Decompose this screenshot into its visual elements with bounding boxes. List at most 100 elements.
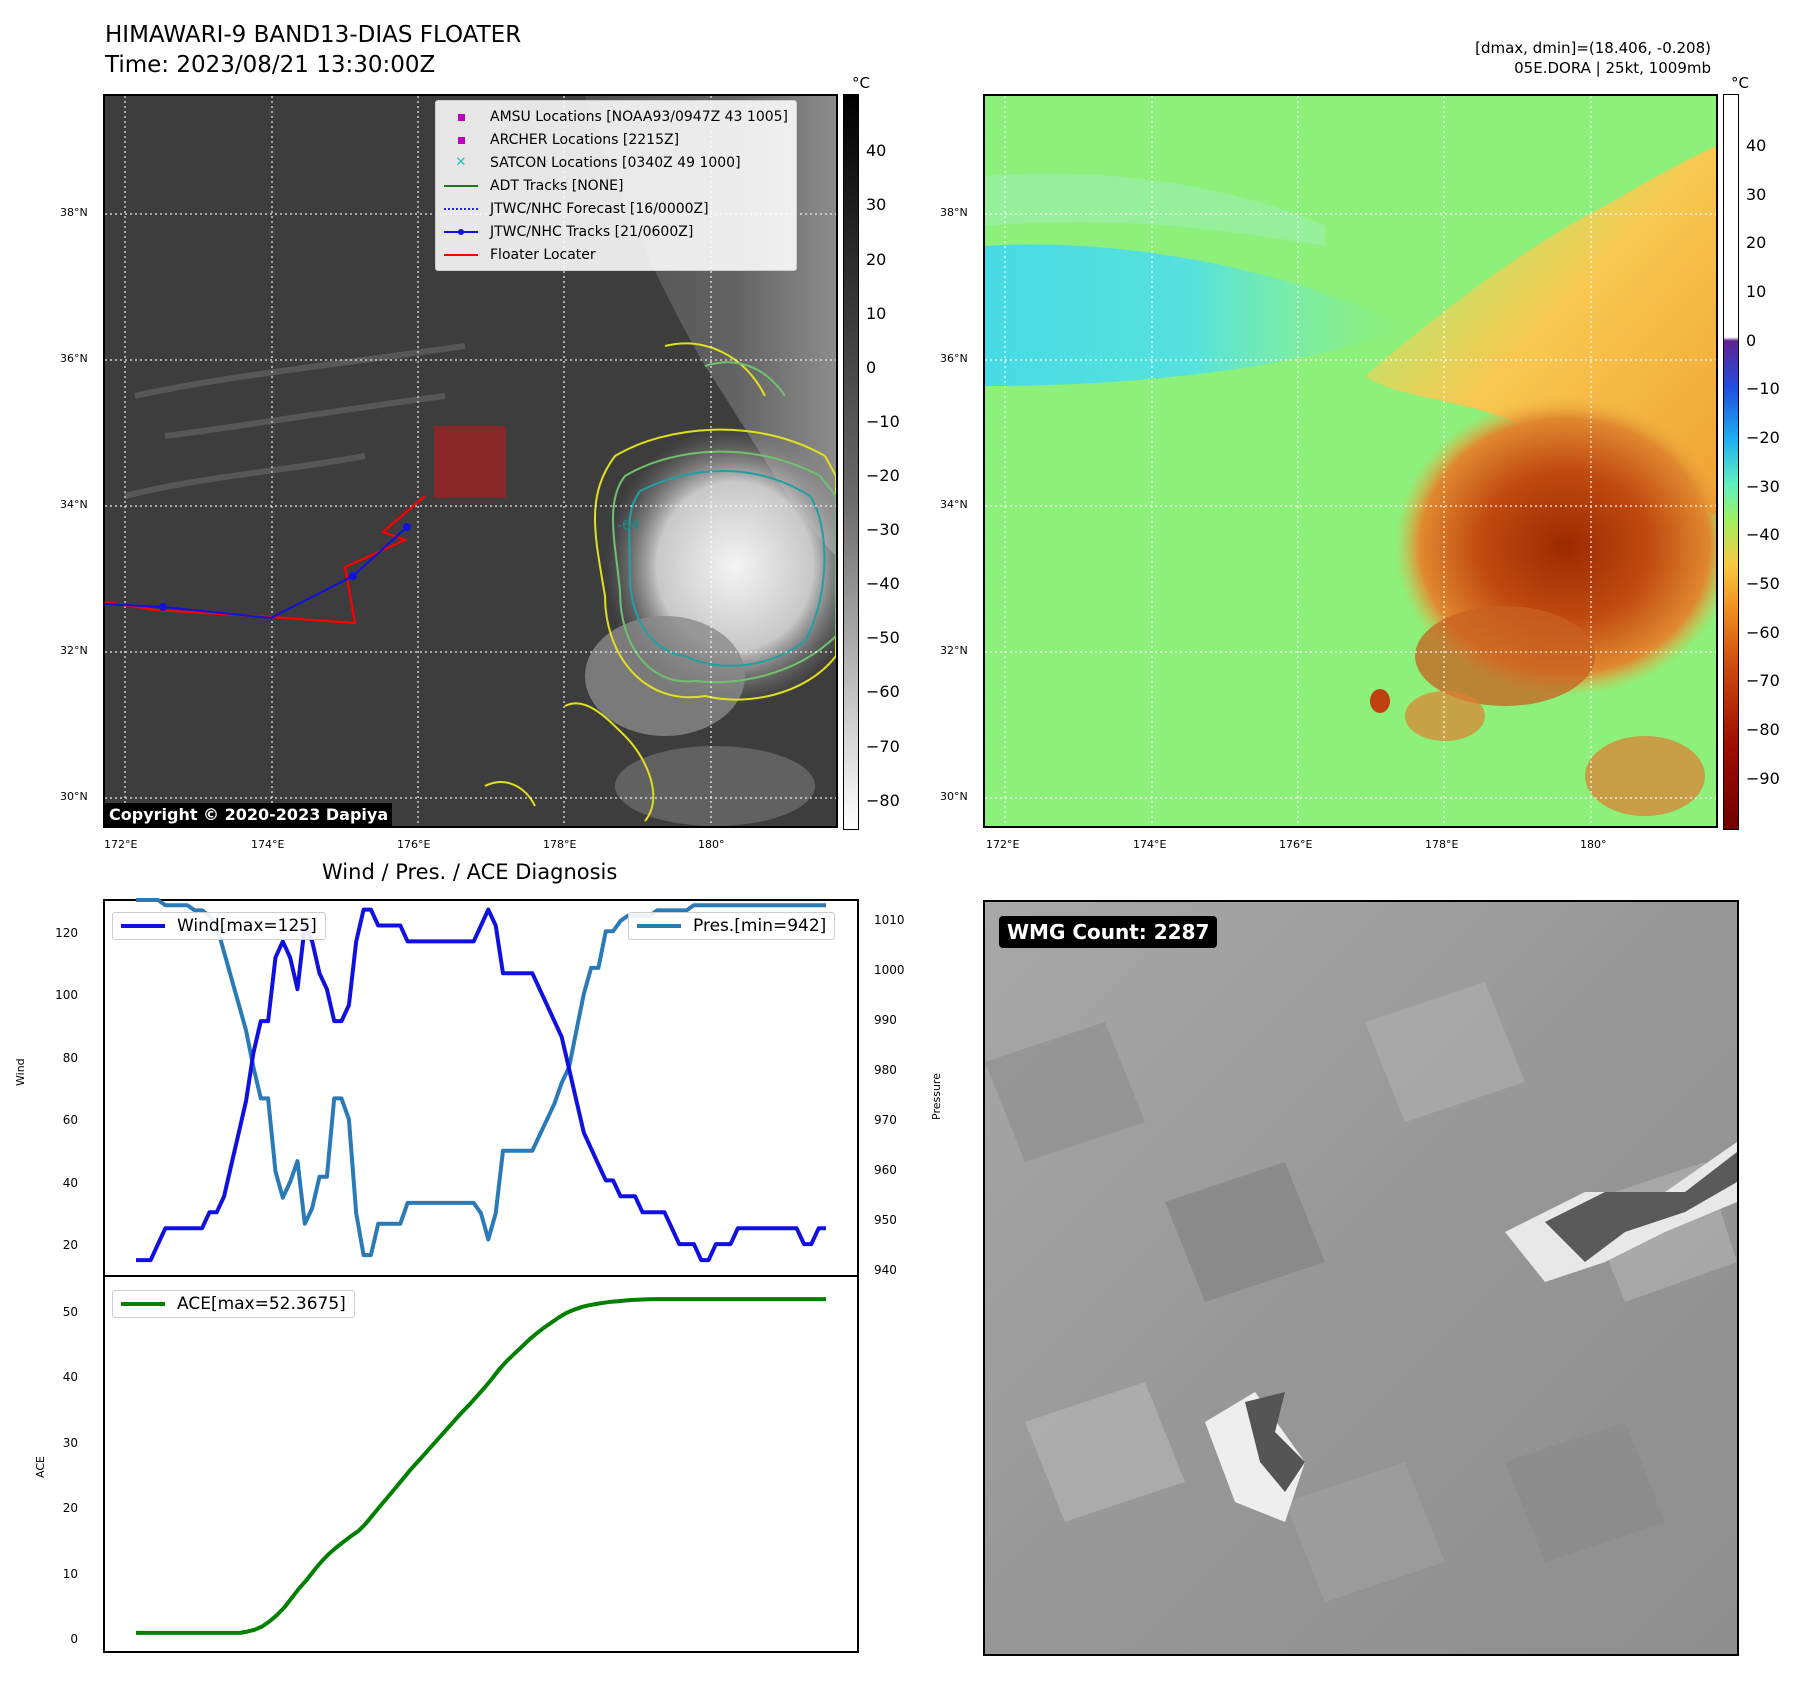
pressure-tick: 940 xyxy=(874,1263,897,1277)
wind-series-line xyxy=(136,907,826,1263)
wind-legend: Wind[max=125] xyxy=(112,912,326,940)
colorbar-tick: −50 xyxy=(1746,574,1780,593)
legend-item-floater: Floater Locater xyxy=(444,243,788,266)
legend-label: SATCON Locations [0340Z 49 1000] xyxy=(490,154,741,171)
lat-label: 36°N xyxy=(940,352,968,365)
legend-item-amsu: AMSU Locations [NOAA93/0947Z 43 1005] xyxy=(444,105,788,128)
wind-tick: 60 xyxy=(62,1113,78,1127)
lat-label: 30°N xyxy=(940,790,968,803)
ir-colorbar-unit: °C xyxy=(852,74,870,92)
pressure-line-icon xyxy=(637,924,681,928)
dmax-dmin-text: [dmax, dmin]=(18.406, -0.208) xyxy=(1475,39,1711,57)
legend-item-tracks: JTWC/NHC Tracks [21/0600Z] xyxy=(444,220,788,243)
lat-label: 32°N xyxy=(60,644,88,657)
colorbar-tick: −30 xyxy=(1746,477,1780,496)
ace-tick: 20 xyxy=(62,1501,78,1515)
dotted-line-icon xyxy=(444,202,478,216)
ir-map-legend: AMSU Locations [NOAA93/0947Z 43 1005] AR… xyxy=(435,100,798,271)
wind-tick: 100 xyxy=(55,988,78,1002)
x-marker-icon: ✕ xyxy=(455,154,467,170)
ace-legend: ACE[max=52.3675] xyxy=(112,1290,355,1318)
ir-colorbar xyxy=(843,94,859,830)
ace-frame xyxy=(103,1275,859,1653)
colorbar-tick: 40 xyxy=(866,141,887,160)
colorbar-tick: 20 xyxy=(866,250,887,269)
colorbar-tick: −30 xyxy=(866,520,900,539)
lat-label: 30°N xyxy=(60,790,88,803)
colorbar-tick: 0 xyxy=(866,358,877,377)
lon-label: 174°E xyxy=(251,838,285,851)
jtwc-track xyxy=(105,526,408,620)
title-line-1: HIMAWARI-9 BAND13-DIAS FLOATER xyxy=(105,22,522,48)
lon-label: 180° xyxy=(698,838,725,851)
legend-label: ADT Tracks [NONE] xyxy=(490,177,624,194)
ir-map-panel: -64 AMSU Locations [NOAA93/0947Z 43 xyxy=(103,94,838,828)
wind-tick: 20 xyxy=(62,1238,78,1252)
legend-label: AMSU Locations [NOAA93/0947Z 43 1005] xyxy=(490,108,789,125)
legend-item-archer: ARCHER Locations [2215Z] xyxy=(444,128,788,151)
dias-map-panel xyxy=(983,94,1718,828)
floater-locater-track xyxy=(105,495,426,625)
solid-line-icon xyxy=(444,248,478,262)
colorbar-tick: −40 xyxy=(1746,525,1780,544)
legend-item-satcon: ✕ SATCON Locations [0340Z 49 1000] xyxy=(444,151,788,174)
wind-tick: 120 xyxy=(55,926,78,940)
storm-info-text: 05E.DORA | 25kt, 1009mb xyxy=(1514,59,1711,77)
pressure-tick: 1000 xyxy=(874,963,905,977)
wind-tick: 40 xyxy=(62,1176,78,1190)
colorbar-tick: −90 xyxy=(1746,769,1780,788)
colorbar-tick: −20 xyxy=(1746,428,1780,447)
pressure-tick: 990 xyxy=(874,1013,897,1027)
pressure-tick: 1010 xyxy=(874,913,905,927)
legend-item-adt: ADT Tracks [NONE] xyxy=(444,174,788,197)
ace-tick: 50 xyxy=(62,1305,78,1319)
colorbar-tick: 20 xyxy=(1746,233,1767,252)
figure-title: HIMAWARI-9 BAND13-DIAS FLOATER Time: 202… xyxy=(105,20,521,80)
wind-axis-label: Wind xyxy=(14,1058,27,1086)
legend-label: JTWC/NHC Forecast [16/0000Z] xyxy=(490,200,709,217)
colorbar-tick: −80 xyxy=(1746,720,1780,739)
lat-label: 36°N xyxy=(60,352,88,365)
title-line-2: Time: 2023/08/21 13:30:00Z xyxy=(105,52,436,78)
colorbar-tick: −10 xyxy=(866,412,900,431)
copyright-label: Copyright © 2020-2023 Dapiya xyxy=(105,803,393,826)
colorbar-tick: −70 xyxy=(866,737,900,756)
colorbar-tick: −10 xyxy=(1746,379,1780,398)
ace-line-icon xyxy=(121,1302,165,1306)
dias-colorbar-unit: °C xyxy=(1731,74,1749,92)
lat-label: 34°N xyxy=(60,498,88,511)
legend-label: Floater Locater xyxy=(490,246,596,263)
ace-tick: 10 xyxy=(62,1567,78,1581)
colorbar-tick: −80 xyxy=(866,791,900,810)
colorbar-tick: 30 xyxy=(1746,185,1767,204)
pressure-tick: 970 xyxy=(874,1113,897,1127)
legend-item-forecast: JTWC/NHC Forecast [16/0000Z] xyxy=(444,197,788,220)
solid-line-icon xyxy=(444,179,478,193)
lon-label: 174°E xyxy=(1133,838,1167,851)
lon-label: 172°E xyxy=(104,838,138,851)
lat-label: 32°N xyxy=(940,644,968,657)
lat-label: 38°N xyxy=(940,206,968,219)
dias-colorbar xyxy=(1723,94,1739,830)
pressure-tick: 950 xyxy=(874,1213,897,1227)
colorbar-tick: 30 xyxy=(866,195,887,214)
colorbar-tick: 40 xyxy=(1746,136,1767,155)
colorbar-tick: −60 xyxy=(1746,623,1780,642)
lat-label: 38°N xyxy=(60,206,88,219)
pressure-tick: 960 xyxy=(874,1163,897,1177)
lon-label: 178°E xyxy=(1425,838,1459,851)
colorbar-tick: 0 xyxy=(1746,331,1757,350)
lon-label: 172°E xyxy=(986,838,1020,851)
pressure-series-line xyxy=(136,898,826,1258)
dias-map-image xyxy=(985,96,1716,826)
lat-label: 34°N xyxy=(940,498,968,511)
square-marker-icon xyxy=(444,133,478,147)
colorbar-tick: −60 xyxy=(866,682,900,701)
storm-summary: [dmax, dmin]=(18.406, -0.208) 05E.DORA |… xyxy=(1475,38,1711,78)
ace-series-line xyxy=(136,1297,826,1635)
colorbar-tick: −70 xyxy=(1746,671,1780,690)
lon-label: 176°E xyxy=(1279,838,1313,851)
wmg-image xyxy=(985,902,1737,1654)
line-dot-icon xyxy=(444,225,478,239)
wmg-panel: WMG Count: 2287 xyxy=(983,900,1739,1656)
